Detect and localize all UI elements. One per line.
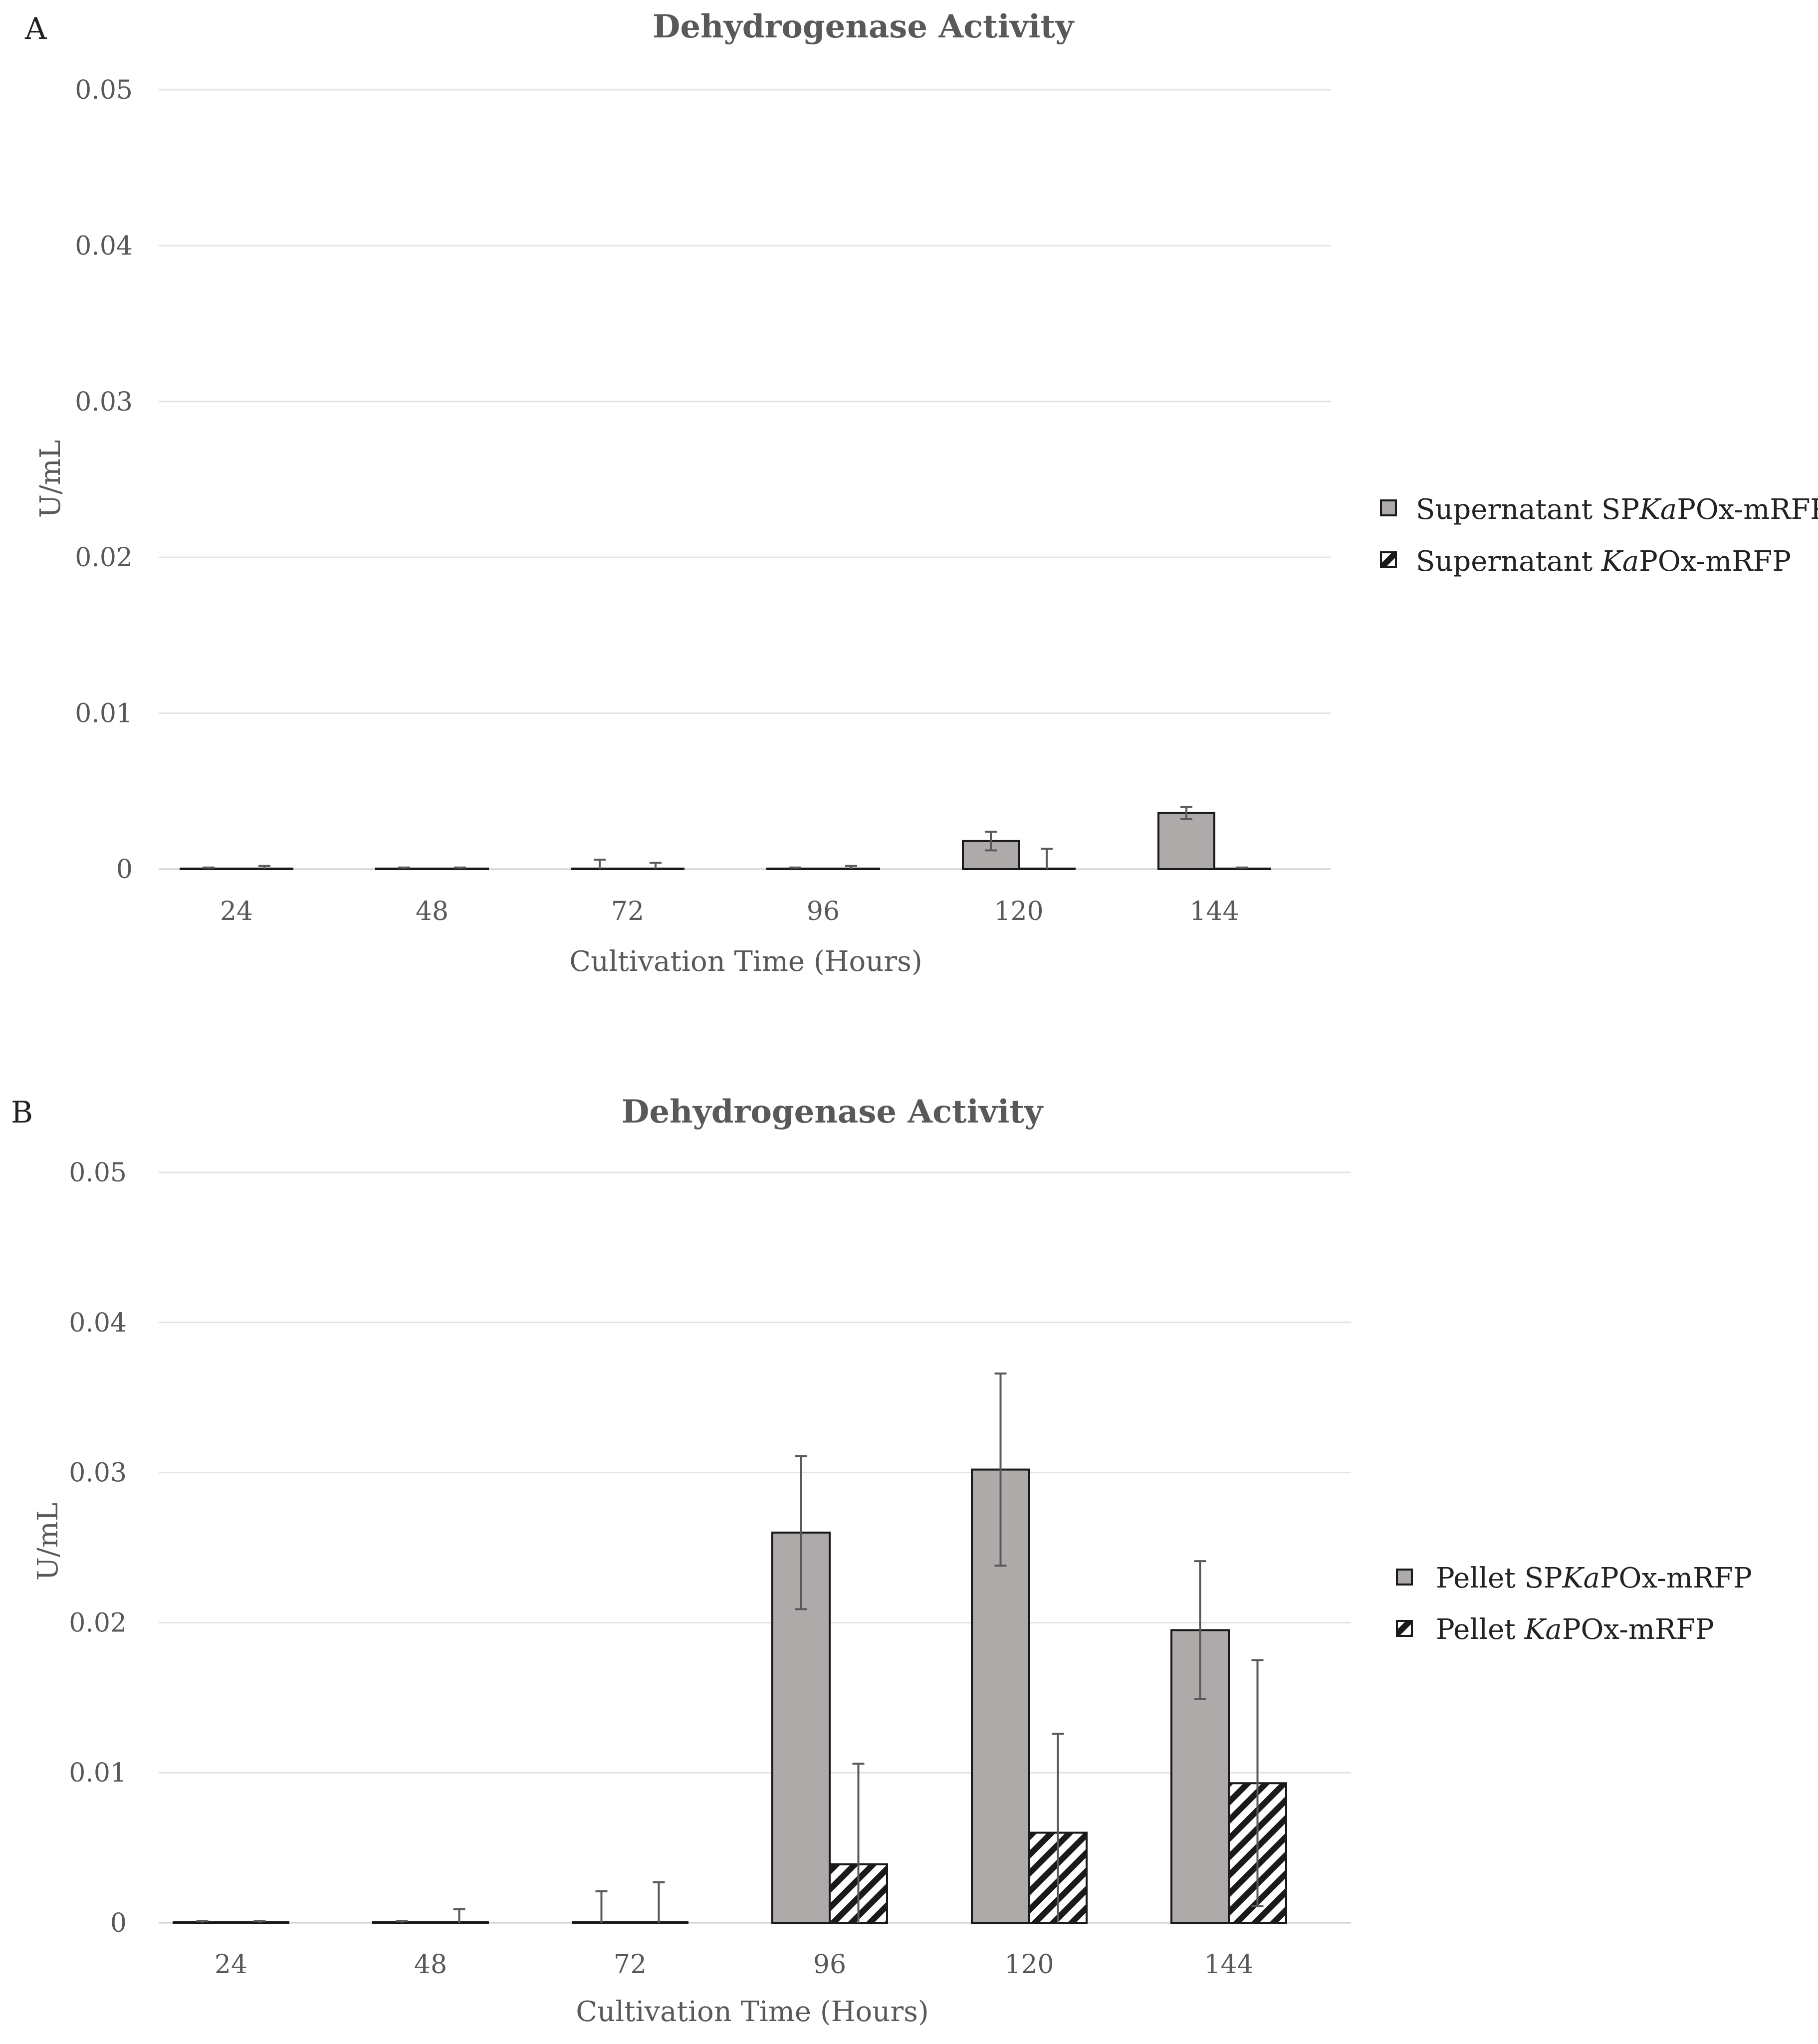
error-bar-24 bbox=[196, 1920, 209, 1923]
y-tick-label: 0.02 bbox=[75, 543, 133, 573]
error-bar-144 bbox=[1194, 1560, 1206, 1700]
error-bar-96 bbox=[852, 1763, 865, 1923]
y-tick-label: 0 bbox=[110, 1908, 127, 1938]
chart-a-bars bbox=[180, 812, 1271, 871]
chart-b-legend: Pellet SPKaPOx-mRFP Pellet KaPOx-mRFP bbox=[1396, 1562, 1752, 1646]
y-tick-label: 0.05 bbox=[69, 1158, 127, 1188]
error-bar-24 bbox=[253, 1920, 266, 1923]
error-bar-24 bbox=[258, 865, 270, 869]
chart-b-bars bbox=[173, 1468, 1287, 1924]
chart-b-x-ticks: 24 48 72 96 120 144 bbox=[215, 1950, 1254, 1980]
chart-panel-a: A Dehydrogenase Activity 0 0.01 0.02 0.03 0.… bbox=[24, 8, 1818, 978]
x-tick-label: 96 bbox=[813, 1950, 846, 1980]
legend-item-supernatant-spkapox: Supernatant SPKaPOx-mRFP bbox=[1380, 493, 1818, 526]
chart-b-y-ticks: 0 0.01 0.02 0.03 0.04 0.05 bbox=[69, 1158, 127, 1938]
x-tick-label: 96 bbox=[807, 897, 840, 926]
legend-label: Supernatant KaPOx-mRFP bbox=[1416, 545, 1791, 578]
y-tick-label: 0.04 bbox=[69, 1308, 127, 1338]
chart-panel-b: B Dehydrogenase Activity 0 0.01 0.02 0.03 0.… bbox=[11, 1093, 1752, 2028]
chart-a-y-ticks: 0 0.01 0.02 0.03 0.04 0.05 bbox=[75, 75, 133, 885]
panel-a-label: A bbox=[24, 11, 47, 46]
chart-a-gridlines bbox=[159, 89, 1331, 870]
x-tick-label: 72 bbox=[611, 897, 644, 926]
y-tick-label: 0.01 bbox=[75, 699, 133, 729]
y-tick-label: 0 bbox=[116, 855, 133, 885]
y-tick-label: 0.02 bbox=[69, 1608, 127, 1638]
error-bar-144 bbox=[1236, 866, 1248, 869]
error-bar-72 bbox=[653, 1881, 665, 1923]
legend-label: Pellet SPKaPOx-mRFP bbox=[1436, 1562, 1752, 1594]
chart-a-x-ticks: 24 48 72 96 120 144 bbox=[220, 897, 1239, 926]
x-tick-label: 24 bbox=[215, 1950, 247, 1980]
error-bar-48 bbox=[398, 866, 410, 869]
x-tick-label: 72 bbox=[614, 1950, 647, 1980]
legend-label: Pellet KaPOx-mRFP bbox=[1436, 1613, 1714, 1646]
error-bar-48 bbox=[453, 1908, 465, 1923]
error-bar-72 bbox=[595, 1890, 608, 1923]
error-bar-144 bbox=[1180, 806, 1192, 821]
x-tick-label: 144 bbox=[1204, 1950, 1253, 1980]
y-tick-label: 0.01 bbox=[69, 1758, 127, 1788]
error-bar-96 bbox=[795, 1455, 807, 1610]
legend-item-pellet-spkapox: Pellet SPKaPOx-mRFP bbox=[1396, 1562, 1752, 1594]
legend-swatch-hatched bbox=[1380, 551, 1397, 568]
x-tick-label: 144 bbox=[1189, 897, 1239, 926]
error-bar-72 bbox=[594, 859, 606, 869]
chart-b-error-bars bbox=[196, 1372, 1264, 1923]
x-tick-label: 24 bbox=[220, 897, 253, 926]
legend-swatch-solid bbox=[1396, 1569, 1413, 1586]
chart-b-x-axis-label: Cultivation Time (Hours) bbox=[576, 1996, 928, 2028]
error-bar-120 bbox=[994, 1372, 1007, 1567]
error-bar-48 bbox=[396, 1920, 408, 1923]
chart-b-title: Dehydrogenase Activity bbox=[622, 1093, 1044, 1131]
legend-swatch-hatched bbox=[1396, 1620, 1413, 1637]
legend-item-pellet-kapox: Pellet KaPOx-mRFP bbox=[1396, 1613, 1714, 1646]
bar-solid-144 bbox=[1157, 812, 1215, 871]
error-bar-120 bbox=[1052, 1732, 1064, 1923]
chart-b-y-axis-label: U/mL bbox=[32, 1503, 64, 1581]
chart-a-title: Dehydrogenase Activity bbox=[653, 8, 1075, 45]
y-tick-label: 0.03 bbox=[75, 387, 133, 417]
y-tick-label: 0.05 bbox=[75, 75, 133, 105]
error-bar-120 bbox=[985, 831, 997, 852]
error-bar-96 bbox=[845, 865, 857, 869]
error-bar-24 bbox=[203, 866, 215, 869]
y-tick-label: 0.04 bbox=[75, 231, 133, 261]
x-tick-label: 120 bbox=[1004, 1950, 1054, 1980]
error-bar-48 bbox=[454, 866, 466, 869]
chart-a-legend: Supernatant SPKaPOx-mRFP Supernatant KaP… bbox=[1380, 493, 1818, 578]
panel-b-label: B bbox=[11, 1095, 33, 1130]
chart-a-y-axis-label: U/mL bbox=[34, 440, 67, 518]
legend-swatch-solid bbox=[1380, 499, 1397, 516]
legend-label: Supernatant SPKaPOx-mRFP bbox=[1416, 493, 1818, 526]
x-tick-label: 48 bbox=[416, 897, 449, 926]
chart-a-error-bars bbox=[203, 806, 1248, 869]
error-bar-120 bbox=[1041, 848, 1053, 869]
x-tick-label: 48 bbox=[414, 1950, 447, 1980]
error-bar-72 bbox=[650, 862, 662, 869]
y-tick-label: 0.03 bbox=[69, 1458, 127, 1488]
error-bar-96 bbox=[789, 866, 801, 869]
error-bar-144 bbox=[1251, 1659, 1264, 1907]
x-tick-label: 120 bbox=[994, 897, 1043, 926]
chart-b-gridlines bbox=[159, 1171, 1351, 1924]
legend-item-supernatant-kapox: Supernatant KaPOx-mRFP bbox=[1380, 545, 1791, 578]
chart-a-x-axis-label: Cultivation Time (Hours) bbox=[569, 945, 922, 978]
